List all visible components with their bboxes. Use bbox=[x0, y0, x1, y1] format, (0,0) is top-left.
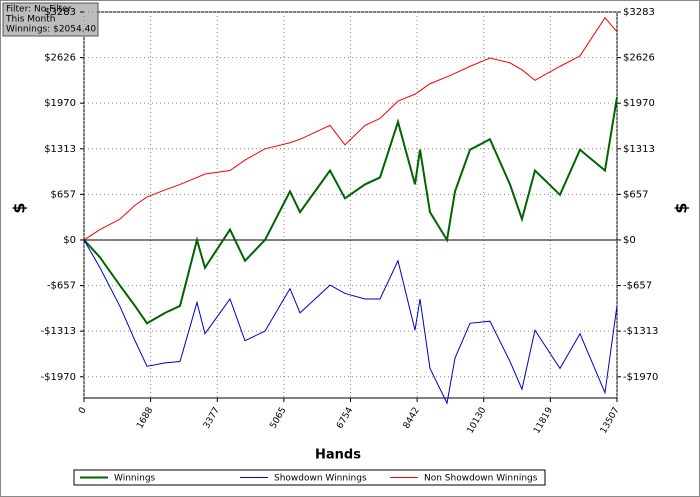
y-tick-label: $1313 bbox=[44, 144, 76, 155]
series-line bbox=[83, 239, 618, 405]
y-tick-label: $2626 bbox=[44, 53, 76, 64]
y-tick-label: $657 bbox=[51, 189, 76, 200]
y2-tick-label: $1313 bbox=[623, 144, 655, 155]
series-line bbox=[83, 16, 618, 241]
x-tick-label: 0 bbox=[77, 406, 89, 416]
info-text: Filter: No Filter bbox=[6, 5, 72, 15]
info-box bbox=[2, 2, 99, 37]
series-line bbox=[83, 97, 618, 325]
legend-label: Non Showdown Winnings bbox=[424, 474, 538, 484]
y-axis-title: $ bbox=[10, 202, 29, 213]
y-tick-label: -$1313 bbox=[41, 326, 76, 337]
y2-axis-title: $ bbox=[672, 202, 691, 213]
legend-label: Showdown Winnings bbox=[274, 474, 367, 484]
y-tick-label: -$657 bbox=[47, 281, 76, 292]
y2-tick-label: $657 bbox=[623, 189, 648, 200]
legend-box bbox=[73, 469, 546, 486]
info-text: Winnings: $2054.40 bbox=[6, 25, 96, 35]
info-text: This Month bbox=[5, 15, 55, 25]
y-tick-label: $1970 bbox=[44, 98, 76, 109]
y-tick-label: $3283 bbox=[44, 7, 76, 18]
y2-tick-label: $2626 bbox=[623, 53, 655, 64]
y2-tick-label: -$657 bbox=[623, 281, 652, 292]
y2-tick-label: -$1970 bbox=[623, 372, 658, 383]
x-axis-title: Hands bbox=[315, 448, 361, 463]
y2-tick-label: $0 bbox=[623, 235, 636, 246]
y-tick-label: $0 bbox=[63, 235, 76, 246]
legend-label: Winnings bbox=[114, 474, 156, 484]
y-tick-label: -$1970 bbox=[41, 372, 76, 383]
y2-tick-label: $3283 bbox=[623, 7, 655, 18]
y2-tick-label: -$1313 bbox=[623, 326, 658, 337]
y2-tick-label: $1970 bbox=[623, 98, 655, 109]
